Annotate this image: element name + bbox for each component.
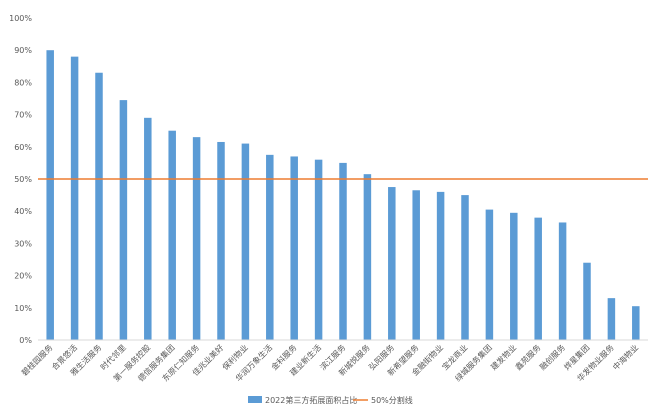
x-tick-label: 建发物业 xyxy=(489,342,519,372)
legend-bar-label: 2022第三方拓展面积占比 xyxy=(265,395,357,405)
bar-series xyxy=(46,50,640,341)
y-tick-label: 90% xyxy=(14,46,32,55)
bar xyxy=(290,156,298,340)
bar xyxy=(436,191,445,340)
y-tick-label: 70% xyxy=(14,111,32,120)
x-tick-label: 鑫苑服务 xyxy=(513,342,543,372)
bar xyxy=(95,72,103,341)
y-tick-label: 100% xyxy=(9,14,32,23)
bar xyxy=(534,217,542,340)
bar xyxy=(119,100,128,340)
y-tick-label: 40% xyxy=(14,207,32,216)
bar xyxy=(266,154,274,340)
bar xyxy=(314,159,323,340)
x-tick-label: 碧桂园服务 xyxy=(19,342,54,377)
bar xyxy=(607,298,616,340)
y-axis: 0% 10% 20% 30% 40% 50% 60% 70% 80% 90% 100% xyxy=(9,14,32,345)
bar xyxy=(583,262,591,340)
x-tick-label: 融创服务 xyxy=(537,342,567,372)
y-tick-label: 10% xyxy=(14,304,32,313)
bar xyxy=(461,195,469,340)
bar xyxy=(412,190,420,340)
bar xyxy=(241,143,250,340)
bar xyxy=(192,137,201,340)
legend-line-label: 50%分割线 xyxy=(371,395,413,405)
y-tick-label: 30% xyxy=(14,239,32,248)
x-tick-label: 中海物业 xyxy=(611,342,641,372)
y-tick-label: 20% xyxy=(14,272,32,281)
y-tick-label: 0% xyxy=(19,336,32,345)
bar xyxy=(632,306,640,340)
bar xyxy=(510,212,518,340)
y-tick-label: 60% xyxy=(14,143,32,152)
bar xyxy=(144,117,152,340)
bar xyxy=(217,141,225,340)
bar xyxy=(485,209,494,340)
y-tick-label: 50% xyxy=(14,175,32,184)
bar xyxy=(363,174,372,340)
bar xyxy=(388,187,396,340)
bar xyxy=(339,162,347,340)
y-tick-label: 80% xyxy=(14,78,32,87)
legend-bar-swatch xyxy=(248,396,262,403)
bar xyxy=(70,56,79,340)
legend: 2022第三方拓展面积占比 50%分割线 xyxy=(248,395,413,405)
x-axis-labels: 碧桂园服务合景悠活雅生活服务时代邻里第一服务控股德信服务集团东原仁知服务佳兆业美… xyxy=(19,342,640,383)
bar xyxy=(558,222,567,340)
bar xyxy=(46,50,54,340)
bar xyxy=(168,130,176,340)
